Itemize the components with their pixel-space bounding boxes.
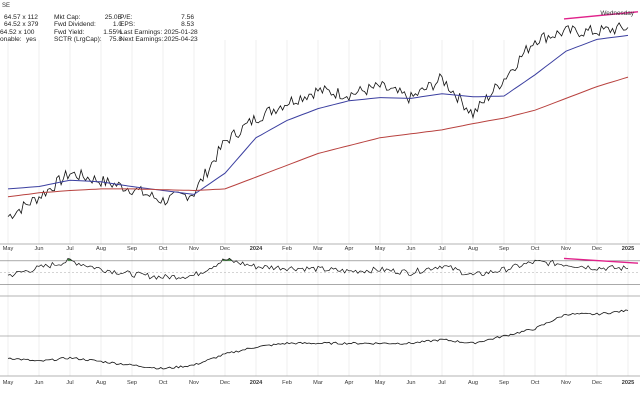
quote-label: P/E: (120, 14, 164, 21)
quote-label: SCTR (LrgCap): (54, 36, 102, 43)
quote-label: Last Earnings: (120, 29, 164, 36)
quote-label: Fwd Yield: (54, 29, 102, 36)
x-tick-label: 2024 (250, 380, 263, 386)
quote-last: 64.52 x 100 (0, 29, 34, 36)
x-tick-label: Feb (282, 380, 292, 386)
x-tick-label: Mar (313, 380, 323, 386)
x-tick-label: 2025 (622, 380, 634, 386)
x-tick-label: Oct (159, 246, 168, 252)
quote-pe: 7.56 (164, 14, 194, 21)
quote-bid: 64.57 x 112 (4, 14, 38, 21)
quote-box-col-2: Mkt Cap:25.0B Fwd Dividend:1.0 Fwd Yield… (54, 14, 122, 44)
time-axis: May May Jun Jun Jul Jul Aug Aug Sep Sep Oct Oct Nov N… (0, 244, 640, 386)
x-tick-label: May (3, 380, 14, 386)
x-tick-label: Nov (561, 246, 571, 252)
quote-box-col-3: P/E:7.56 EPS:8.53 Last Earnings:2025-01-… (120, 14, 194, 44)
x-tick-label: Nov (189, 380, 199, 386)
quote-fwd-dividend: 1.0 (102, 21, 122, 28)
price-panel (8, 12, 638, 376)
x-tick-label: Sep (127, 246, 137, 252)
x-tick-label: Jun (34, 380, 43, 386)
x-tick-label: Oct (531, 380, 540, 386)
x-tick-label: Jul (66, 380, 73, 386)
relative-strength-panel (0, 310, 640, 369)
x-tick-label: Sep (499, 246, 509, 252)
x-tick-label: Apr (345, 246, 354, 252)
quote-mkt-cap: 25.0B (102, 14, 122, 21)
x-tick-label: Dec (220, 380, 230, 386)
quote-label: Mkt Cap: (54, 14, 102, 21)
quote-label: Fwd Dividend: (54, 21, 102, 28)
x-tick-label: Dec (220, 246, 230, 252)
x-tick-label: Nov (189, 246, 199, 252)
quote-fwd-yield: 1.55% (102, 29, 122, 36)
x-tick-label: May (375, 380, 386, 386)
quote-label: Next Earnings: (120, 36, 164, 43)
quote-box-col-1: 64.57 x 112 64.52 x 379 64.52 x 100 onab… (0, 14, 38, 44)
x-tick-label: Jul (438, 380, 445, 386)
x-tick-label: May (3, 246, 14, 252)
x-tick-label: Aug (96, 246, 106, 252)
quote-last-earnings: 2025-01-28 (164, 29, 194, 36)
quote-sctr: 75.8 (102, 36, 122, 43)
x-tick-label: Aug (468, 246, 478, 252)
x-tick-label: Aug (96, 380, 106, 386)
x-tick-label: Apr (345, 380, 354, 386)
x-tick-label: Oct (159, 380, 168, 386)
quote-eps: 8.53 (164, 21, 194, 28)
quote-ask: 64.52 x 379 (4, 21, 38, 28)
x-tick-label: Oct (531, 246, 540, 252)
quote-optionable: yes (26, 36, 36, 43)
x-tick-label: Jun (406, 246, 415, 252)
x-tick-label: Sep (127, 380, 137, 386)
x-tick-label: Dec (592, 380, 602, 386)
header-date: Wednesday (600, 10, 634, 17)
x-tick-label: Sep (499, 380, 509, 386)
x-tick-label: Mar (313, 246, 323, 252)
x-tick-label: Dec (592, 246, 602, 252)
x-tick-label: Nov (561, 380, 571, 386)
x-tick-label: May (375, 246, 386, 252)
quote-label: onable: (0, 36, 26, 43)
x-tick-label: 2024 (250, 246, 263, 252)
header-note: SE (2, 3, 10, 9)
x-tick-label: Jul (66, 246, 73, 252)
x-tick-label: Feb (282, 246, 292, 252)
quote-label: EPS: (120, 21, 164, 28)
x-tick-label: Aug (468, 380, 478, 386)
x-tick-label: Jun (34, 246, 43, 252)
x-tick-label: Jul (438, 246, 445, 252)
rsi-panel (0, 258, 640, 284)
x-tick-label: Jun (406, 380, 415, 386)
quote-next-earnings: 2025-04-23 (164, 36, 194, 43)
x-tick-label: 2025 (622, 246, 634, 252)
